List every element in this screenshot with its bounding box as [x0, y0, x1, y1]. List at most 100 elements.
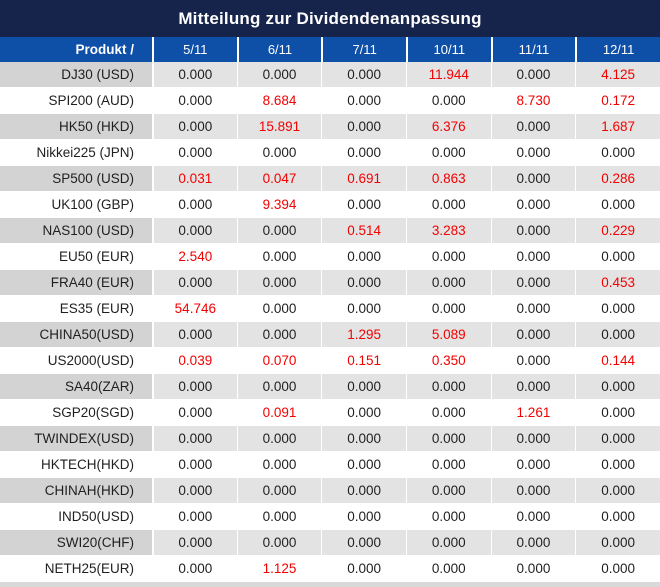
value-cell: 0.000 [490, 296, 576, 322]
column-header-date-4: 10/11 [405, 37, 491, 62]
value-cell: 0.000 [490, 452, 576, 478]
value-cell: 0.000 [575, 504, 660, 530]
value-cell: 0.000 [575, 530, 660, 556]
value-cell: 1.295 [321, 322, 406, 348]
value-cell: 9.394 [236, 192, 322, 218]
value-cell: 0.000 [321, 374, 406, 400]
value-cell: 0.000 [321, 478, 406, 504]
value-cell: 0.000 [490, 530, 576, 556]
value-cell: 0.000 [321, 270, 406, 296]
product-cell: EU50 (EUR) [0, 244, 152, 270]
value-cell: 0.000 [405, 478, 491, 504]
value-cell: 0.000 [321, 114, 406, 140]
value-cell: 0.000 [405, 88, 491, 114]
table-row: HK50 (HKD) 0.000 15.891 0.000 6.376 0.000 1.68… [0, 114, 660, 140]
value-cell: 1.687 [575, 114, 660, 140]
value-cell: 0.863 [405, 166, 491, 192]
value-cell: 0.000 [236, 478, 322, 504]
dividend-table: Produkt / 5/11 6/11 7/11 10/11 11/11 12/… [0, 37, 660, 582]
product-cell: HK50 (HKD) [0, 114, 152, 140]
value-cell: 0.000 [405, 400, 491, 426]
table-row: SGP20(SGD) 0.000 0.091 0.000 0.000 1.261 0.000 [0, 400, 660, 426]
value-cell: 0.000 [152, 374, 237, 400]
value-cell: 0.286 [575, 166, 660, 192]
product-cell: DJ30 (USD) [0, 62, 152, 88]
value-cell: 0.000 [575, 556, 660, 582]
value-cell: 0.000 [405, 556, 491, 582]
value-cell: 6.376 [405, 114, 491, 140]
value-cell: 0.000 [490, 322, 576, 348]
value-cell: 0.000 [575, 244, 660, 270]
value-cell: 0.000 [490, 192, 576, 218]
value-cell: 8.730 [490, 88, 576, 114]
product-cell: SP500 (USD) [0, 166, 152, 192]
value-cell: 0.000 [575, 400, 660, 426]
table-row: CHINAH(HKD) 0.000 0.000 0.000 0.000 0.000 0.00… [0, 478, 660, 504]
product-cell: US2000(USD) [0, 348, 152, 374]
value-cell: 0.070 [236, 348, 322, 374]
value-cell: 0.000 [321, 296, 406, 322]
value-cell: 0.000 [490, 166, 576, 192]
value-cell: 0.172 [575, 88, 660, 114]
value-cell: 0.000 [152, 322, 237, 348]
value-cell: 8.684 [236, 88, 322, 114]
value-cell: 0.000 [575, 478, 660, 504]
column-header-date-1: 5/11 [152, 37, 237, 62]
column-header-date-2: 6/11 [236, 37, 322, 62]
value-cell: 0.000 [236, 322, 322, 348]
table-row: EU50 (EUR) 2.540 0.000 0.000 0.000 0.000 0.000 [0, 244, 660, 270]
value-cell: 0.000 [575, 296, 660, 322]
product-cell: TWINDEX(USD) [0, 426, 152, 452]
column-header-date-5: 11/11 [490, 37, 576, 62]
product-cell: Nikkei225 (JPN) [0, 140, 152, 166]
value-cell: 0.000 [236, 270, 322, 296]
table-row: TWINDEX(USD) 0.000 0.000 0.000 0.000 0.000 0.0… [0, 426, 660, 452]
value-cell: 0.000 [490, 218, 576, 244]
value-cell: 0.000 [152, 270, 237, 296]
value-cell: 0.000 [152, 88, 237, 114]
table-row: IND50(USD) 0.000 0.000 0.000 0.000 0.000 0.000 [0, 504, 660, 530]
value-cell: 0.000 [405, 244, 491, 270]
value-cell: 0.144 [575, 348, 660, 374]
value-cell: 0.000 [405, 296, 491, 322]
product-cell: NETH25(EUR) [0, 556, 152, 582]
product-cell: NAS100 (USD) [0, 218, 152, 244]
value-cell: 0.000 [236, 140, 322, 166]
product-cell: UK100 (GBP) [0, 192, 152, 218]
product-cell: SA40(ZAR) [0, 374, 152, 400]
value-cell: 0.000 [490, 426, 576, 452]
value-cell: 5.089 [405, 322, 491, 348]
value-cell: 0.000 [490, 114, 576, 140]
table-row: US2000(USD) 0.039 0.070 0.151 0.350 0.000 0.14… [0, 348, 660, 374]
column-header-date-6: 12/11 [575, 37, 660, 62]
value-cell: 0.000 [490, 244, 576, 270]
table-row: ES35 (EUR) 54.746 0.000 0.000 0.000 0.000 0.00… [0, 296, 660, 322]
value-cell: 0.000 [321, 244, 406, 270]
value-cell: 0.039 [152, 348, 237, 374]
value-cell: 0.000 [405, 374, 491, 400]
table-row: UK100 (GBP) 0.000 9.394 0.000 0.000 0.000 0.00… [0, 192, 660, 218]
value-cell: 0.000 [236, 426, 322, 452]
value-cell: 0.000 [152, 478, 237, 504]
product-cell: FRA40 (EUR) [0, 270, 152, 296]
product-cell: SWI20(CHF) [0, 530, 152, 556]
table-row: SWI20(CHF) 0.000 0.000 0.000 0.000 0.000 0.000 [0, 530, 660, 556]
value-cell: 0.000 [321, 452, 406, 478]
value-cell: 0.000 [321, 530, 406, 556]
product-cell: SPI200 (AUD) [0, 88, 152, 114]
table-row: CHINA50(USD) 0.000 0.000 1.295 5.089 0.000 0.0… [0, 322, 660, 348]
value-cell: 0.000 [152, 218, 237, 244]
value-cell: 11.944 [405, 62, 491, 88]
value-cell: 1.261 [490, 400, 576, 426]
value-cell: 0.000 [152, 400, 237, 426]
page-title: Mitteilung zur Dividendenanpassung [178, 8, 482, 28]
value-cell: 0.000 [575, 140, 660, 166]
table-row: HKTECH(HKD) 0.000 0.000 0.000 0.000 0.000 0.00… [0, 452, 660, 478]
value-cell: 0.000 [236, 374, 322, 400]
value-cell: 0.091 [236, 400, 322, 426]
value-cell: 15.891 [236, 114, 322, 140]
value-cell: 0.229 [575, 218, 660, 244]
value-cell: 0.514 [321, 218, 406, 244]
value-cell: 4.125 [575, 62, 660, 88]
